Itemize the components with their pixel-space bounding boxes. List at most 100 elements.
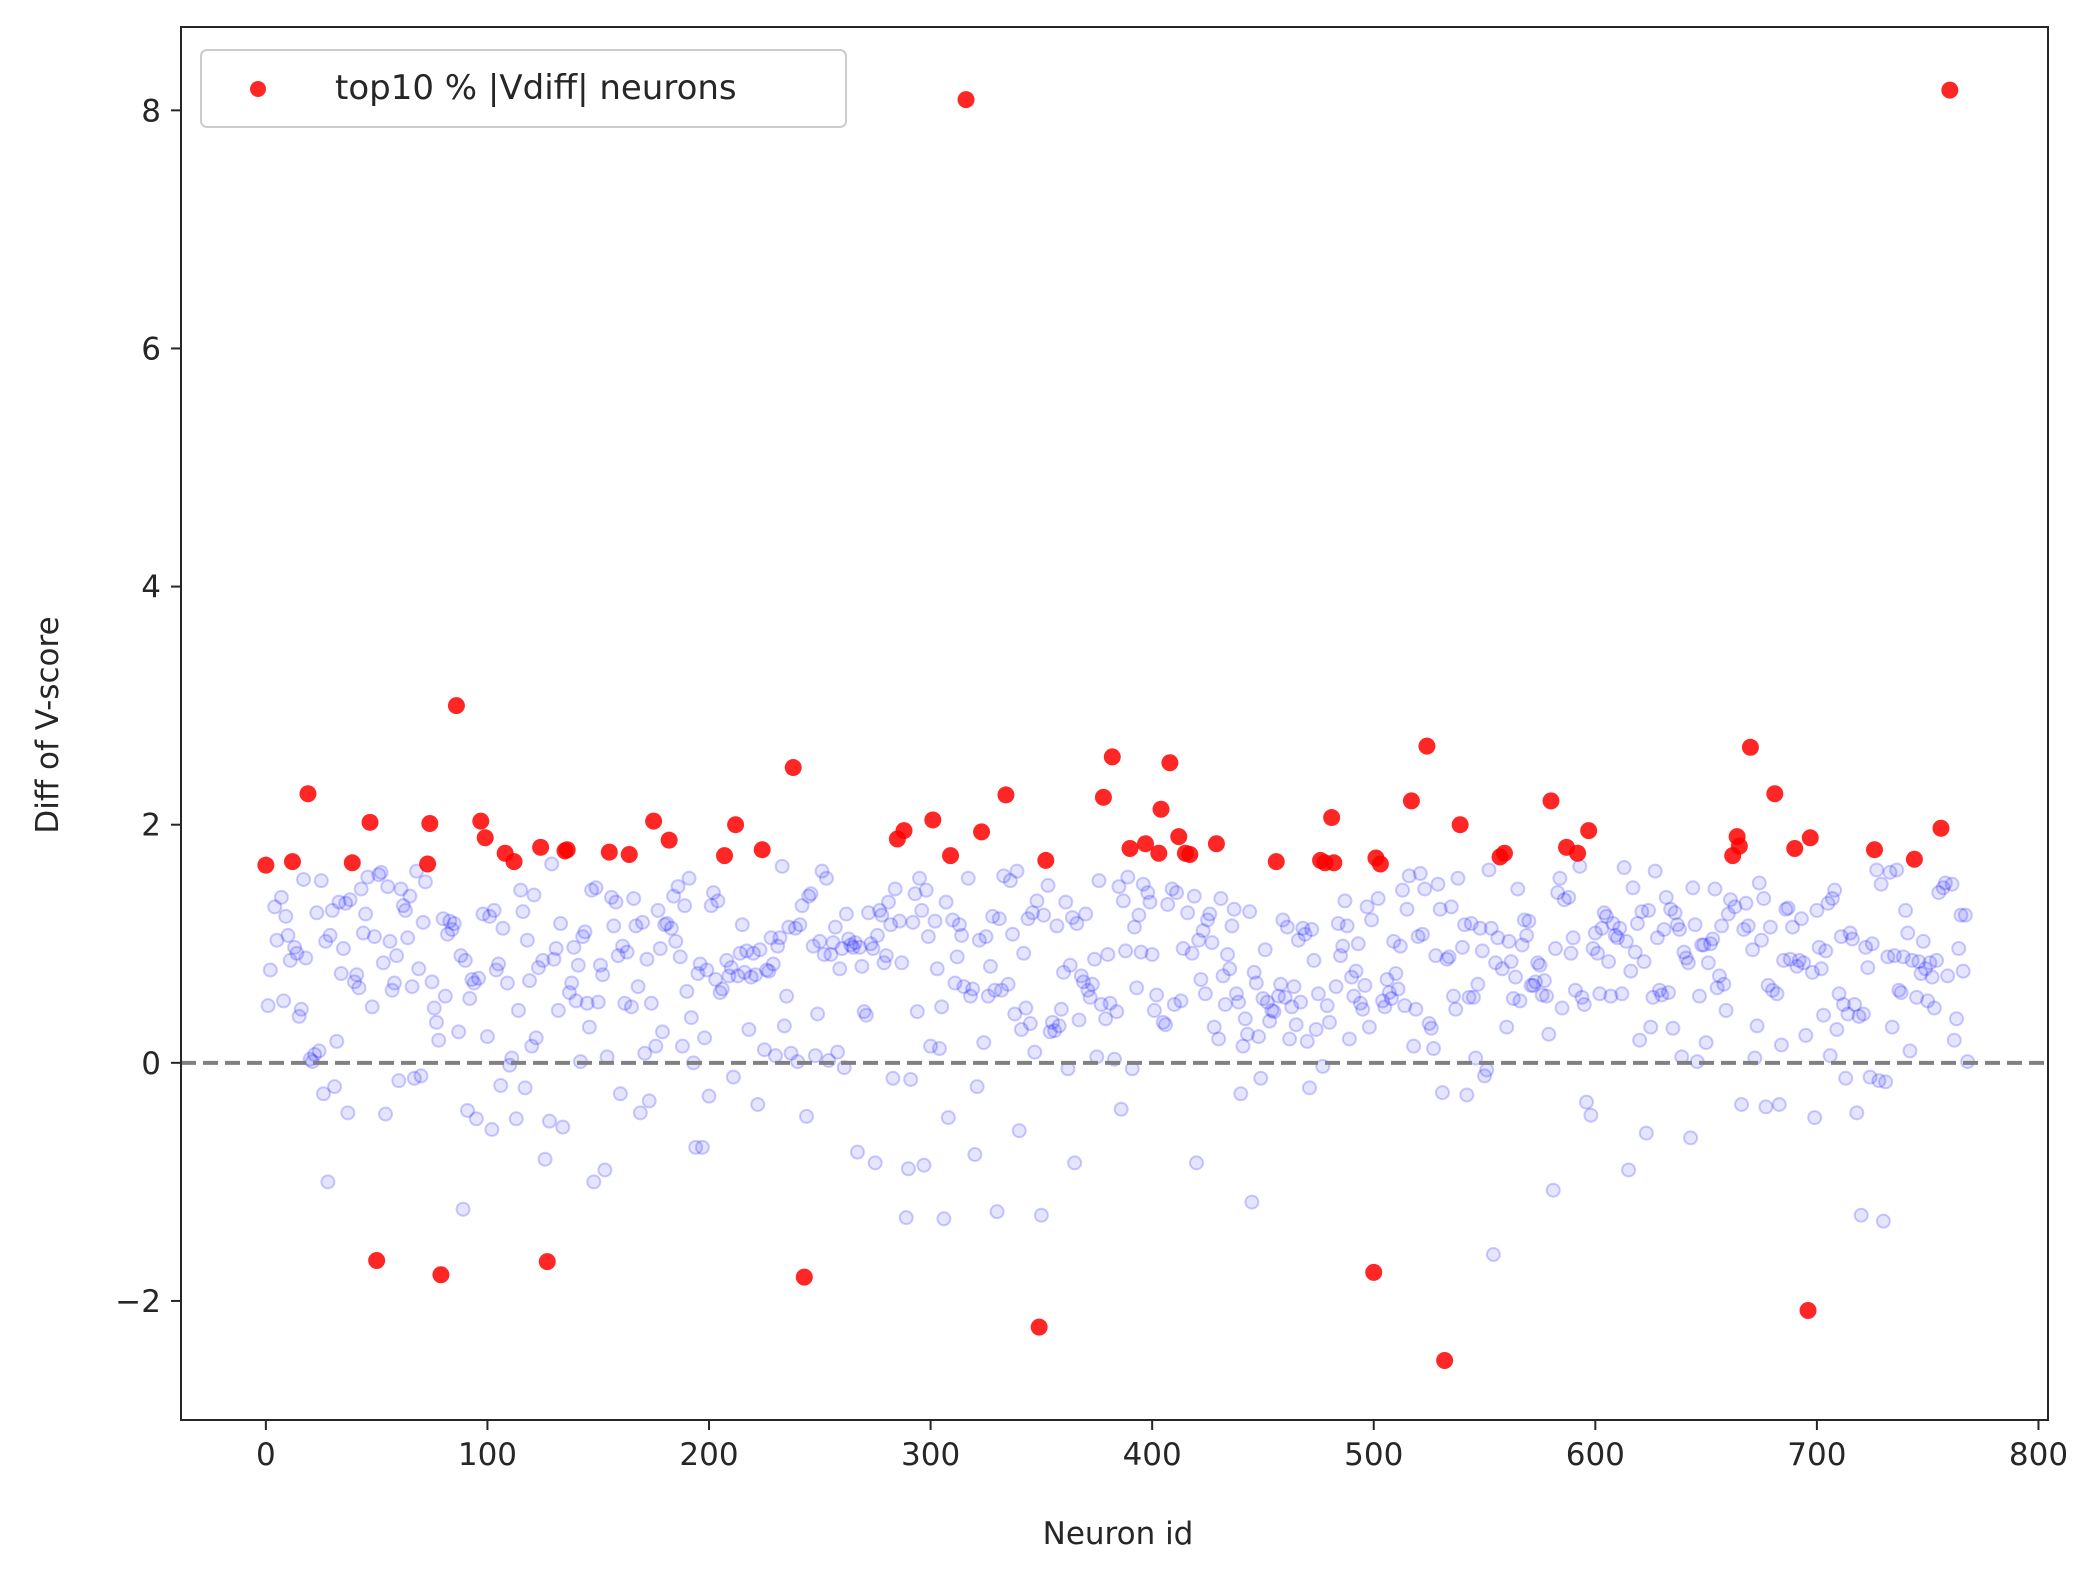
data-point bbox=[635, 914, 651, 930]
data-point bbox=[1333, 948, 1349, 964]
data-point bbox=[468, 1111, 484, 1127]
data-point bbox=[1011, 1123, 1027, 1139]
data-point bbox=[845, 939, 861, 955]
data-point bbox=[1957, 907, 1973, 923]
data-point bbox=[1900, 925, 1916, 941]
data-point bbox=[1532, 957, 1548, 973]
data-point bbox=[579, 995, 595, 1011]
data-point bbox=[1612, 920, 1628, 936]
data-point bbox=[892, 913, 908, 929]
data-point bbox=[528, 1030, 544, 1046]
data-point bbox=[1807, 1110, 1823, 1126]
data-point bbox=[1126, 919, 1142, 935]
data-point bbox=[1200, 912, 1216, 928]
data-point bbox=[395, 898, 411, 914]
y-axis-ticks: −2 0 2 4 6 8 bbox=[115, 93, 181, 1320]
data-point bbox=[440, 926, 456, 942]
data-point bbox=[852, 939, 868, 955]
data-point-top10 bbox=[1150, 844, 1168, 862]
data-point bbox=[690, 966, 706, 982]
data-point bbox=[566, 939, 582, 955]
data-point bbox=[626, 891, 642, 907]
data-point bbox=[1273, 976, 1289, 992]
data-point bbox=[632, 1105, 648, 1121]
data-point bbox=[1377, 999, 1393, 1015]
data-point bbox=[710, 893, 726, 909]
data-point-top10 bbox=[1152, 800, 1170, 818]
data-point bbox=[1040, 877, 1056, 893]
data-point bbox=[1727, 899, 1743, 915]
data-point bbox=[595, 967, 611, 983]
data-point bbox=[856, 1004, 872, 1020]
data-point bbox=[1016, 945, 1032, 961]
data-point bbox=[1423, 1020, 1439, 1036]
data-point bbox=[269, 932, 285, 948]
data-point-top10 bbox=[447, 697, 465, 715]
data-point bbox=[1886, 948, 1902, 964]
data-point bbox=[1539, 988, 1555, 1004]
data-point bbox=[513, 882, 529, 898]
data-point bbox=[1955, 963, 1971, 979]
data-point bbox=[1078, 906, 1094, 922]
data-point bbox=[550, 1002, 566, 1018]
data-point bbox=[1920, 993, 1936, 1009]
data-point-top10 bbox=[343, 854, 361, 872]
data-point bbox=[1609, 930, 1625, 946]
data-point bbox=[954, 927, 970, 943]
data-point bbox=[1762, 919, 1778, 935]
data-point bbox=[1067, 1155, 1083, 1171]
data-point bbox=[818, 870, 834, 886]
data-point bbox=[1494, 961, 1510, 977]
data-point bbox=[1862, 1069, 1878, 1085]
data-point bbox=[1523, 977, 1539, 993]
data-point bbox=[1632, 1032, 1648, 1048]
data-point bbox=[752, 942, 768, 958]
data-point bbox=[951, 917, 967, 933]
data-point bbox=[863, 936, 879, 952]
data-point bbox=[1142, 894, 1158, 910]
data-point bbox=[1279, 919, 1295, 935]
data-point bbox=[1301, 1080, 1317, 1096]
data-point bbox=[1718, 1002, 1734, 1018]
data-point bbox=[1175, 941, 1191, 957]
data-point bbox=[1033, 1207, 1049, 1223]
data-point bbox=[1408, 1001, 1424, 1017]
data-point bbox=[1946, 1032, 1962, 1048]
data-point bbox=[455, 1201, 471, 1217]
data-point bbox=[1477, 1068, 1493, 1084]
data-point bbox=[1773, 1037, 1789, 1053]
data-point bbox=[880, 894, 896, 910]
data-point bbox=[903, 1071, 919, 1087]
data-point bbox=[1716, 976, 1732, 992]
data-point bbox=[1785, 919, 1801, 935]
data-point bbox=[1833, 929, 1849, 945]
legend: top10 % |Vdiff| neurons bbox=[200, 49, 847, 128]
data-point-top10 bbox=[1801, 829, 1819, 847]
data-point bbox=[719, 952, 735, 968]
data-point bbox=[874, 907, 890, 923]
data-point bbox=[1776, 952, 1792, 968]
data-point bbox=[291, 1008, 307, 1024]
data-point bbox=[878, 948, 894, 964]
data-point bbox=[519, 932, 535, 948]
data-point bbox=[827, 919, 843, 935]
data-point bbox=[604, 889, 620, 905]
data-point bbox=[1100, 946, 1116, 962]
data-point bbox=[1864, 936, 1880, 952]
data-point bbox=[1102, 995, 1118, 1011]
data-point-top10 bbox=[299, 785, 317, 803]
data-point-top10 bbox=[645, 812, 663, 830]
x-tick-label: 500 bbox=[1344, 1437, 1403, 1473]
data-point bbox=[936, 1211, 952, 1227]
data-point bbox=[1756, 891, 1772, 907]
data-point bbox=[996, 868, 1012, 884]
data-point bbox=[803, 886, 819, 902]
data-point bbox=[1855, 1006, 1871, 1022]
data-point-top10 bbox=[1170, 828, 1188, 846]
data-point bbox=[1629, 916, 1645, 932]
data-point bbox=[814, 863, 830, 879]
data-point bbox=[1554, 1000, 1570, 1016]
data-point-top10 bbox=[1103, 748, 1121, 766]
data-point bbox=[584, 882, 600, 898]
data-point bbox=[947, 975, 963, 991]
